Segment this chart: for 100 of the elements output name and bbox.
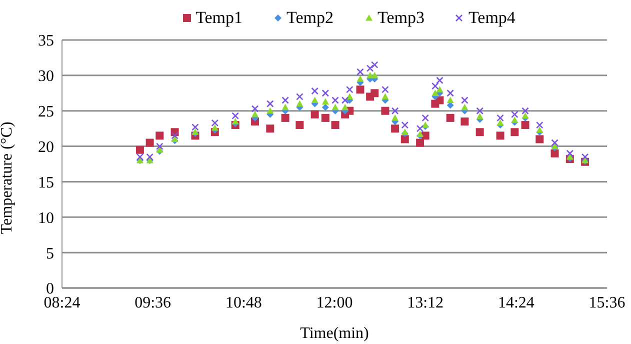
point: [322, 98, 329, 104]
point: [461, 96, 468, 104]
x-axis-title: Time(min): [300, 325, 369, 342]
point: [510, 128, 519, 136]
point: [496, 132, 504, 140]
point: [232, 112, 239, 120]
point: [332, 96, 339, 104]
point: [511, 110, 518, 118]
point: [566, 150, 574, 158]
point: [370, 61, 378, 68]
point: [522, 107, 529, 115]
point: [356, 75, 364, 82]
point: [461, 104, 468, 110]
point: [311, 87, 318, 95]
point: [310, 110, 319, 118]
point: [436, 76, 444, 84]
point: [382, 93, 389, 100]
legend-label: Temp2: [286, 8, 334, 28]
x-tick-label: 10:48: [225, 294, 262, 312]
point: [331, 121, 340, 130]
point: [392, 114, 399, 121]
point: [381, 106, 390, 115]
point: [416, 124, 424, 132]
point: [536, 121, 544, 129]
point: [432, 82, 439, 90]
point: [321, 114, 330, 122]
point: [536, 135, 544, 144]
point: [550, 149, 559, 158]
legend-label: Temp4: [468, 8, 516, 28]
point: [551, 139, 558, 146]
legend-label: Temp1: [196, 8, 243, 28]
point: [401, 121, 409, 129]
point: [311, 96, 318, 104]
point: [496, 114, 504, 122]
point: [252, 110, 259, 118]
point: [171, 136, 178, 142]
point: [342, 104, 349, 110]
point: [156, 132, 164, 140]
y-tick-label: 25: [38, 104, 54, 121]
point: [281, 114, 290, 122]
y-tick-label: 5: [46, 245, 54, 262]
point: [446, 114, 454, 122]
point: [322, 89, 330, 97]
point: [446, 96, 454, 104]
point: [436, 86, 444, 92]
point: [282, 104, 289, 110]
point: [522, 112, 529, 119]
point: [282, 96, 289, 104]
point: [296, 121, 304, 130]
point: [416, 138, 424, 147]
point: [211, 124, 218, 131]
point: [421, 132, 430, 140]
y-tick-label: 10: [38, 210, 54, 227]
point: [192, 124, 199, 131]
x-tick-label: 14:24: [498, 294, 534, 312]
point: [146, 138, 154, 147]
point: [171, 132, 178, 140]
point: [476, 113, 484, 120]
point: [476, 107, 484, 115]
point: [370, 89, 379, 98]
x-tick-label: 13:12: [407, 294, 444, 312]
point: [136, 153, 144, 161]
point: [460, 117, 469, 126]
point: [146, 153, 154, 161]
point: [371, 72, 378, 78]
point: [581, 153, 589, 161]
point: [341, 96, 349, 104]
y-tick-label: 30: [38, 68, 54, 86]
point: [136, 146, 144, 154]
point: [511, 116, 518, 123]
point: [391, 107, 399, 115]
point: [266, 107, 274, 114]
legend-label: Temp3: [378, 8, 424, 28]
point: [211, 119, 219, 127]
y-tick-label: 35: [38, 32, 54, 50]
point: [446, 89, 454, 97]
y-tick-label: 15: [38, 174, 54, 192]
point: [322, 104, 329, 111]
point: [400, 135, 409, 144]
point: [432, 90, 439, 96]
point: [366, 64, 374, 72]
point: [332, 104, 339, 110]
point: [401, 128, 408, 135]
point: [521, 121, 530, 130]
point: [192, 128, 199, 135]
point: [496, 119, 504, 126]
point: [251, 105, 259, 112]
x-tick-label: 09:36: [134, 294, 172, 312]
point: [232, 118, 239, 124]
point: [266, 124, 274, 133]
x-tick-label: 12:00: [316, 294, 353, 312]
point: [476, 128, 484, 136]
x-tick-label: 15:36: [588, 294, 626, 312]
point: [382, 86, 389, 94]
point: [156, 142, 164, 150]
point: [391, 124, 400, 133]
point: [296, 100, 304, 107]
point: [536, 126, 544, 133]
point: [296, 93, 304, 100]
point: [422, 114, 429, 122]
